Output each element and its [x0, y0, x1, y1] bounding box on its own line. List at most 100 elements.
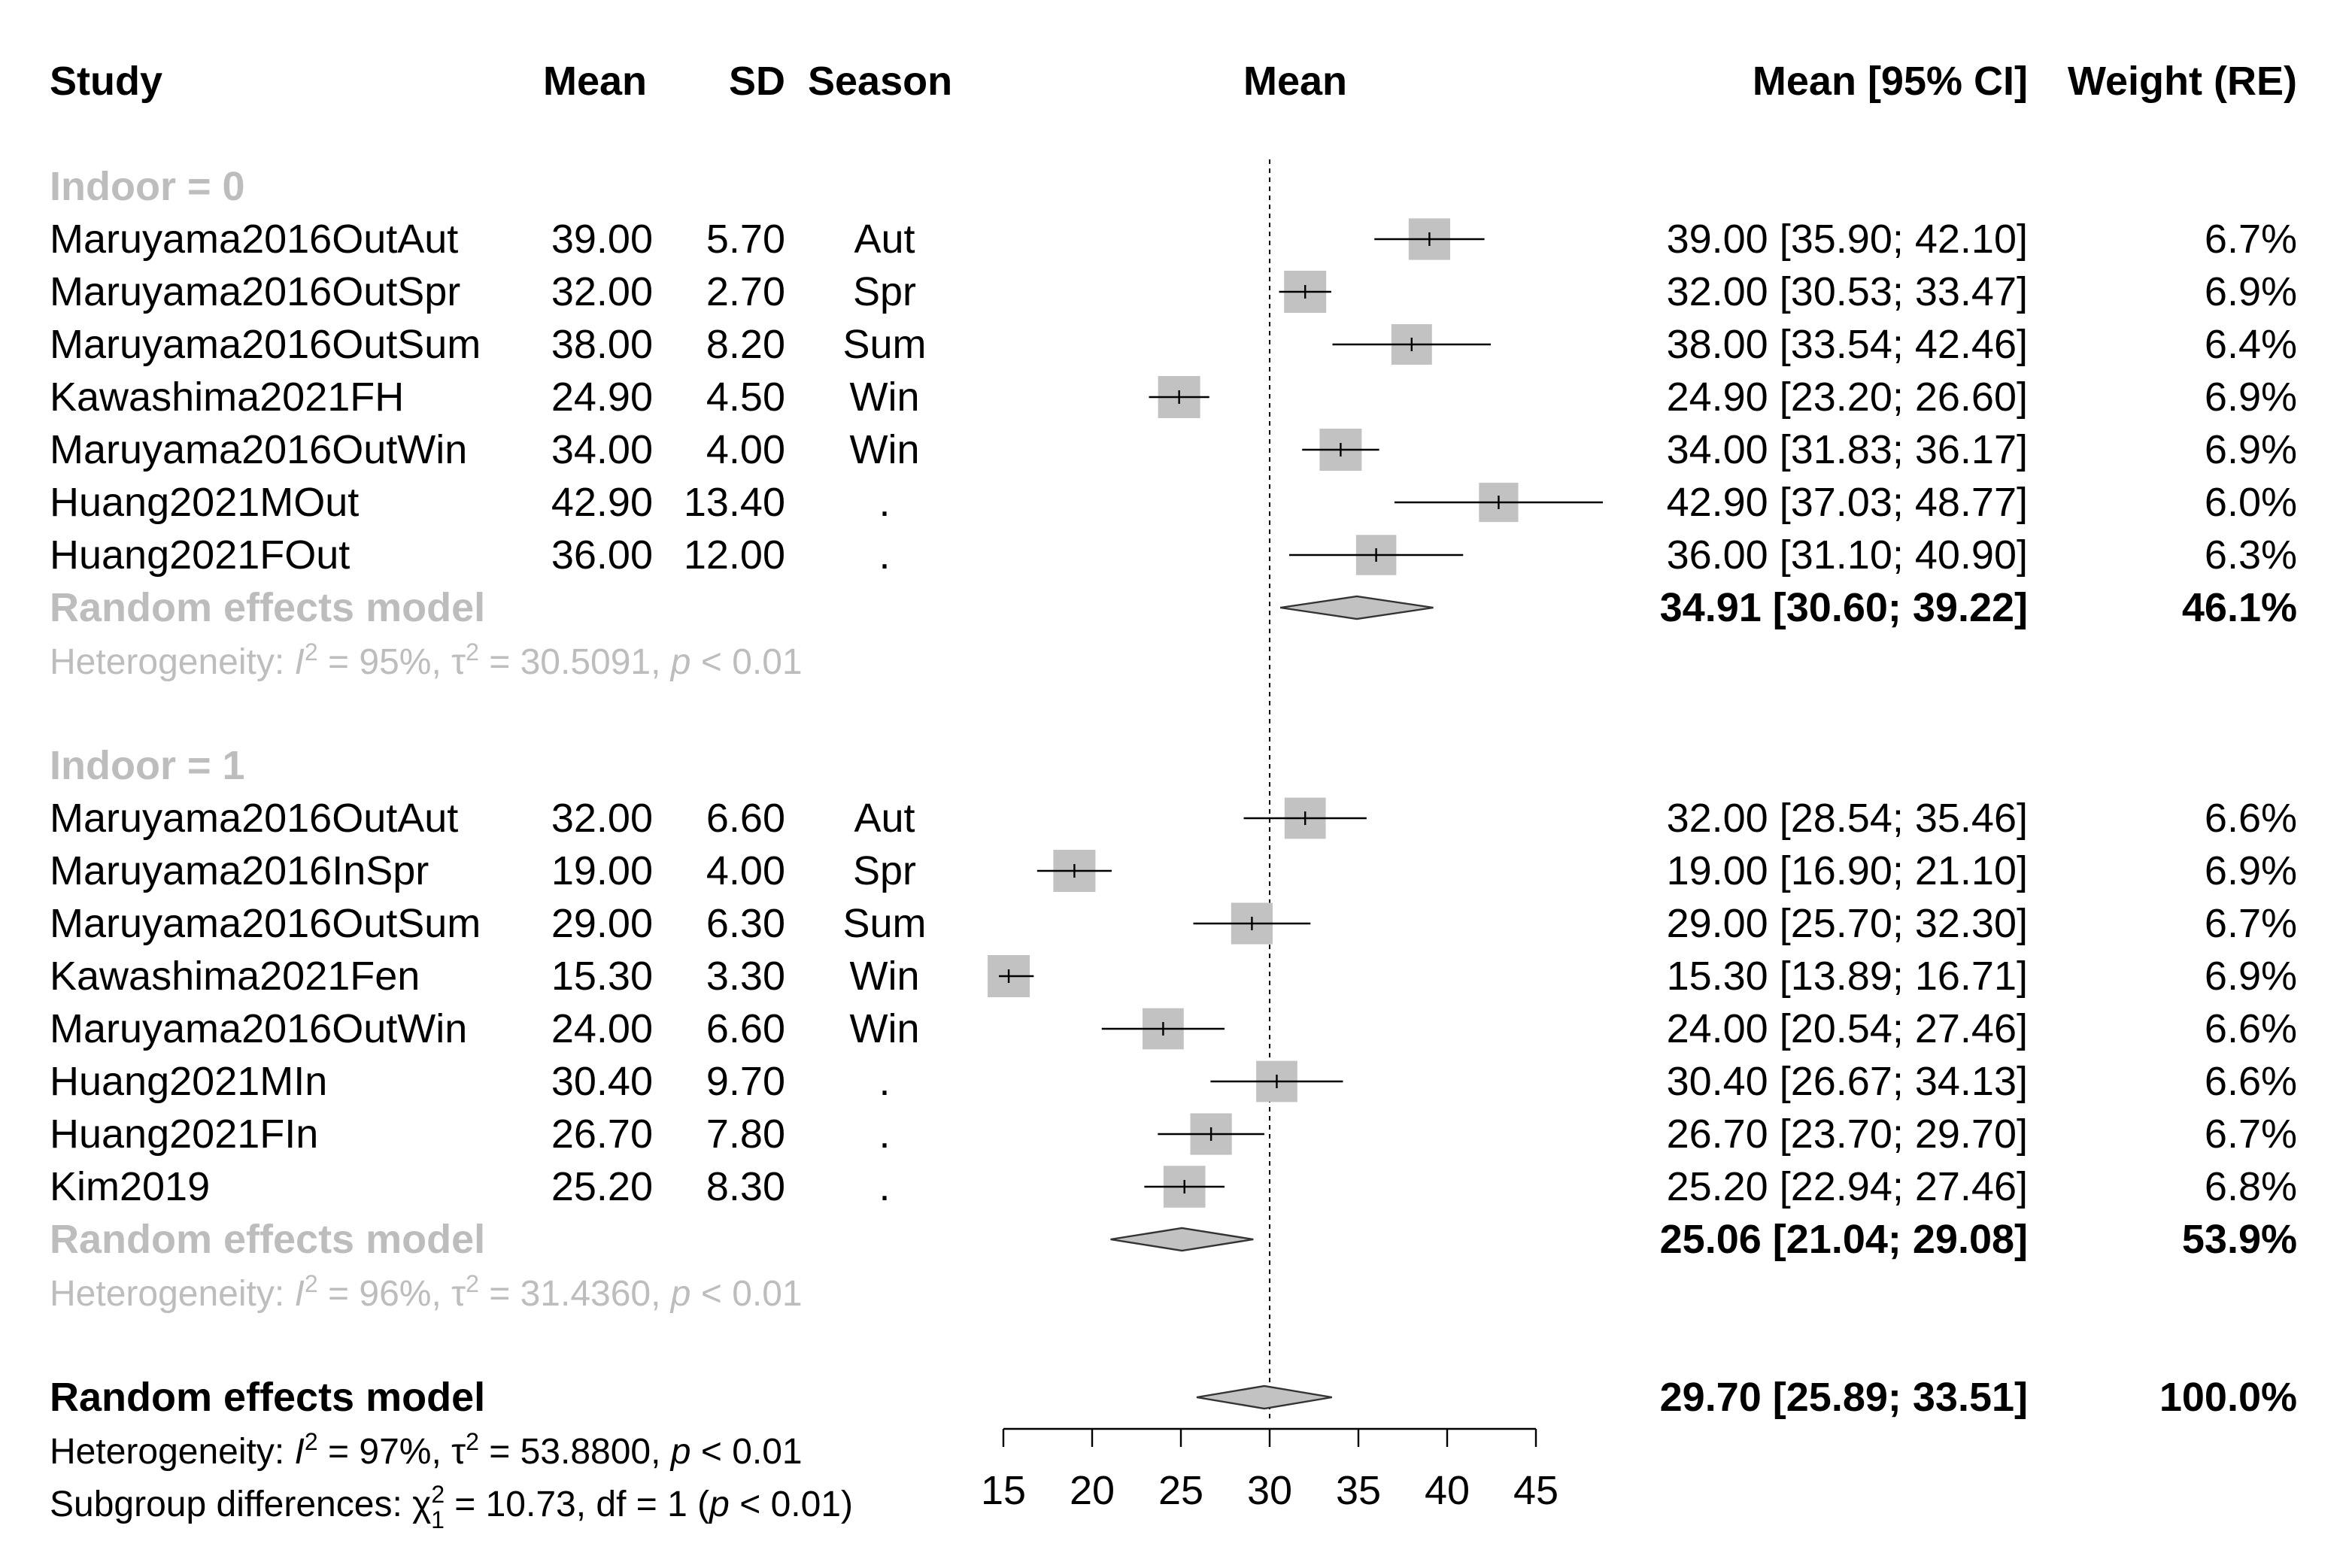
study-ci: 30.40 [26.67; 34.13]	[1667, 1059, 2028, 1104]
study-mean: 30.40	[551, 1059, 653, 1104]
study-weight: 6.0%	[2205, 480, 2297, 525]
overall-model-label: Random effects model	[50, 1375, 485, 1420]
study-sd: 5.70	[706, 217, 785, 262]
study-mean: 36.00	[551, 532, 653, 578]
overall-model-weight: 100.0%	[2159, 1375, 2297, 1420]
study-weight: 6.6%	[2205, 1059, 2297, 1104]
overall-model-ci: 29.70 [25.89; 33.51]	[1660, 1375, 2028, 1420]
study-rows: Maruyama2016OutAut 32.00 6.60 Aut 32.00 [28.…	[50, 796, 2297, 1209]
study-ci: 29.00 [25.70; 32.30]	[1667, 901, 2028, 946]
study-season: Aut	[854, 217, 915, 262]
header-plot-mean: Mean	[1243, 59, 1347, 104]
study-sd: 3.30	[706, 954, 785, 999]
header-study: Study	[50, 59, 162, 104]
study-mean: 15.30	[551, 954, 653, 999]
header-weight: Weight (RE)	[2068, 59, 2297, 104]
study-season: .	[879, 1112, 890, 1157]
study-name: Maruyama2016OutAut	[50, 796, 458, 841]
study-season: .	[879, 532, 890, 578]
subgroup-heterogeneity: Heterogeneity: I2 = 95%, τ2 = 30.5091, p…	[50, 638, 803, 682]
study-weight: 6.4%	[2205, 322, 2297, 367]
study-sd: 6.60	[706, 1006, 785, 1051]
study-ci: 38.00 [33.54; 42.46]	[1667, 322, 2028, 367]
study-weight: 6.9%	[2205, 954, 2297, 999]
study-sd: 12.00	[684, 532, 785, 578]
study-sd: 2.70	[706, 269, 785, 314]
subgroup-heterogeneity: Heterogeneity: I2 = 96%, τ2 = 31.4360, p…	[50, 1270, 803, 1314]
study-mean: 32.00	[551, 796, 653, 841]
x-tick-label: 30	[1247, 1468, 1292, 1513]
subgroup-label: Indoor = 0	[50, 164, 245, 209]
study-name: Maruyama2016OutSum	[50, 901, 481, 946]
x-tick-label: 35	[1336, 1468, 1381, 1513]
study-sd: 4.00	[706, 848, 785, 893]
subgroup-model-weight: 53.9%	[2182, 1217, 2297, 1262]
study-name: Maruyama2016InSpr	[50, 848, 429, 893]
x-tick-label: 25	[1158, 1468, 1203, 1513]
header-season: Season	[808, 59, 952, 104]
study-weight: 6.6%	[2205, 1006, 2297, 1051]
study-weight: 6.9%	[2205, 848, 2297, 893]
study-name: Kawashima2021Fen	[50, 954, 420, 999]
study-ci: 25.20 [22.94; 27.46]	[1667, 1164, 2028, 1209]
subgroup-model-label: Random effects model	[50, 1217, 485, 1262]
study-sd: 4.00	[706, 427, 785, 472]
study-weight: 6.3%	[2205, 532, 2297, 578]
subgroup-indoor-0: Indoor = 0 Maruyama2016OutAut 39.00 5.70 Au…	[50, 164, 2297, 682]
overall-heterogeneity: Heterogeneity: I2 = 97%, τ2 = 53.8800, p…	[50, 1428, 803, 1472]
study-name: Maruyama2016OutWin	[50, 427, 467, 472]
subgroup-indoor-1: Indoor = 1 Maruyama2016OutAut 32.00 6.60 Au…	[50, 743, 2297, 1314]
subgroup-1-diamond	[1110, 1227, 1254, 1252]
study-ci: 15.30 [13.89; 16.71]	[1667, 954, 2028, 999]
study-mean: 38.00	[551, 322, 653, 367]
study-name: Huang2021FIn	[50, 1112, 318, 1157]
study-mean: 24.90	[551, 375, 653, 420]
study-mean: 42.90	[551, 480, 653, 525]
study-season: Win	[850, 427, 920, 472]
study-ci: 34.00 [31.83; 36.17]	[1667, 427, 2028, 472]
x-tick-label: 40	[1425, 1468, 1470, 1513]
subgroup-differences: Subgroup differences: χ2 1 = 10.73, df = …	[50, 1481, 853, 1533]
study-sd: 6.60	[706, 796, 785, 841]
study-ci: 36.00 [31.10; 40.90]	[1667, 532, 2028, 578]
x-axis: 15 20 25 30 35 40 45	[981, 1427, 1558, 1513]
study-season: .	[879, 1059, 890, 1104]
subgroup-0-diamond	[1279, 595, 1434, 620]
study-season: Win	[850, 1006, 920, 1051]
study-season: Sum	[842, 901, 926, 946]
study-season: Spr	[853, 848, 916, 893]
study-mean: 32.00	[551, 269, 653, 314]
study-ci: 39.00 [35.90; 42.10]	[1667, 217, 2028, 262]
subgroup-model-label: Random effects model	[50, 585, 485, 630]
study-weight: 6.7%	[2205, 901, 2297, 946]
subgroup-model-weight: 46.1%	[2182, 585, 2297, 630]
study-weight: 6.9%	[2205, 427, 2297, 472]
study-name: Kawashima2021FH	[50, 375, 404, 420]
study-ci: 42.90 [37.03; 48.77]	[1667, 480, 2028, 525]
overall-diamond	[1196, 1385, 1333, 1410]
subgroup-model-ci: 34.91 [30.60; 39.22]	[1660, 585, 2028, 630]
study-weight: 6.7%	[2205, 217, 2297, 262]
study-weight: 6.9%	[2205, 375, 2297, 420]
study-rows: Maruyama2016OutAut 39.00 5.70 Aut 39.00 [35.…	[50, 217, 2297, 578]
x-tick-label: 45	[1513, 1468, 1558, 1513]
study-mean: 25.20	[551, 1164, 653, 1209]
study-mean: 34.00	[551, 427, 653, 472]
study-mean: 39.00	[551, 217, 653, 262]
study-season: Sum	[842, 322, 926, 367]
study-weight: 6.9%	[2205, 269, 2297, 314]
overall-model: Random effects model 29.70 [25.89; 33.51…	[50, 1375, 2297, 1533]
study-season: Aut	[854, 796, 915, 841]
study-sd: 7.80	[706, 1112, 785, 1157]
study-weight: 6.7%	[2205, 1112, 2297, 1157]
study-season: .	[879, 1164, 890, 1209]
study-weight: 6.8%	[2205, 1164, 2297, 1209]
study-mean: 24.00	[551, 1006, 653, 1051]
study-mean: 19.00	[551, 848, 653, 893]
study-season: Win	[850, 375, 920, 420]
study-weight: 6.6%	[2205, 796, 2297, 841]
study-season: Win	[850, 954, 920, 999]
plot-marks	[988, 218, 1603, 1410]
study-season: .	[879, 480, 890, 525]
header-ci: Mean [95% CI]	[1753, 59, 2028, 104]
